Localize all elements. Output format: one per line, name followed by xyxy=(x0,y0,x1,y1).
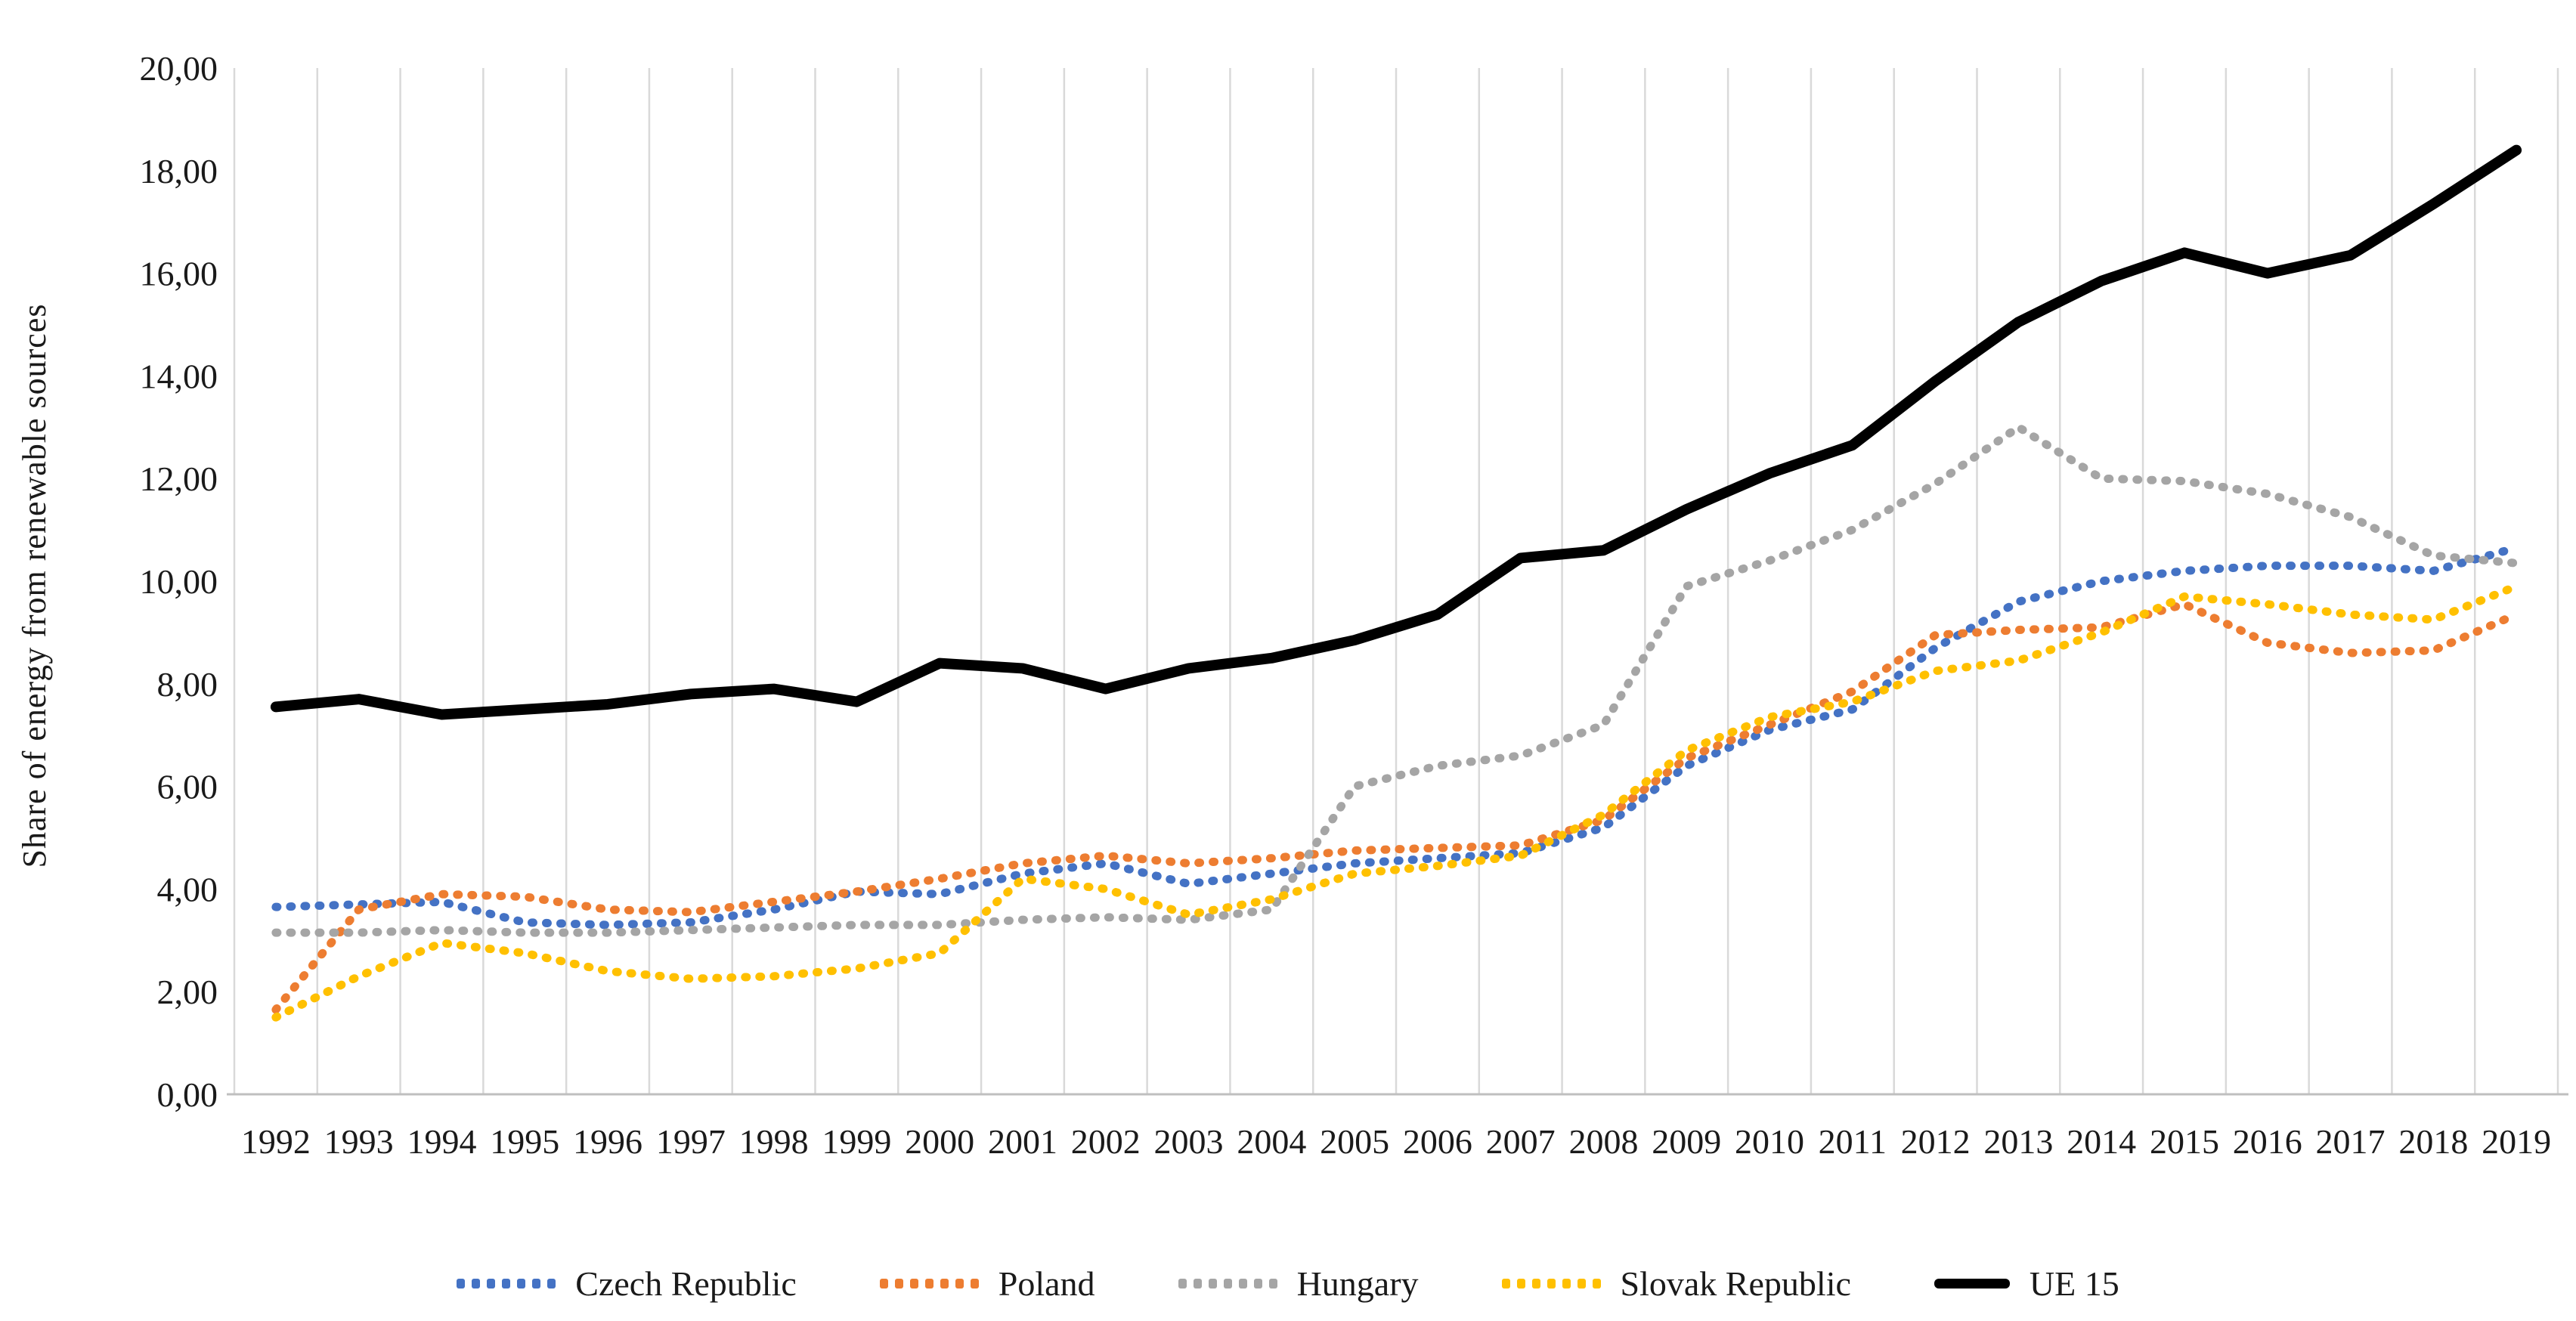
legend-dot xyxy=(487,1279,496,1289)
y-tick-label: 6,00 xyxy=(157,768,218,806)
x-tick-label-2010: 2010 xyxy=(1735,1122,1804,1161)
x-tick-label-2013: 2013 xyxy=(1983,1122,2053,1161)
series-line-ue-15 xyxy=(270,144,2522,720)
x-tick-label-1993: 1993 xyxy=(324,1122,394,1161)
legend-item-poland: Poland xyxy=(879,1264,1095,1304)
x-axis-year-labels: 1992 1993 1994 1995 1996 1997 1998 1999 2000 2001… xyxy=(241,1122,2551,1161)
legend-dot xyxy=(1238,1279,1247,1289)
legend-dot xyxy=(955,1279,964,1289)
x-tick-label-2006: 2006 xyxy=(1403,1122,1472,1161)
y-tick-label: 12,00 xyxy=(140,459,218,498)
legend-dot xyxy=(1208,1279,1217,1289)
x-tick-label-1992: 1992 xyxy=(241,1122,311,1161)
series-line-hungary xyxy=(271,422,2521,937)
legend-dot xyxy=(547,1279,556,1289)
legend-dot xyxy=(924,1279,933,1289)
data-series-lines xyxy=(270,144,2522,1022)
x-tick-label-2003: 2003 xyxy=(1154,1122,1224,1161)
legend-dot xyxy=(1223,1279,1232,1289)
legend-solid-line-swatch xyxy=(1934,1279,2010,1289)
y-tick-label: 20,00 xyxy=(140,49,218,88)
x-tick-label-1994: 1994 xyxy=(407,1122,476,1161)
x-tick-label-2002: 2002 xyxy=(1071,1122,1141,1161)
y-tick-label: 14,00 xyxy=(140,357,218,395)
x-tick-label-2001: 2001 xyxy=(988,1122,1057,1161)
legend-dot xyxy=(1501,1279,1510,1289)
legend-dot xyxy=(1547,1279,1556,1289)
series-line-czech-republic xyxy=(271,543,2521,930)
legend-dot xyxy=(1193,1279,1202,1289)
legend-label: Czech Republic xyxy=(575,1264,797,1303)
legend-dot xyxy=(472,1279,481,1289)
x-tick-label-2012: 2012 xyxy=(1901,1122,1971,1161)
x-tick-label-2018: 2018 xyxy=(2398,1122,2468,1161)
legend-dot xyxy=(879,1279,888,1289)
legend-dot xyxy=(1178,1279,1187,1289)
legend-item-hungary: Hungary xyxy=(1178,1264,1419,1304)
x-tick-label-1996: 1996 xyxy=(573,1122,642,1161)
legend-dot xyxy=(1531,1279,1540,1289)
x-tick-label-2017: 2017 xyxy=(2316,1122,2386,1161)
x-tick-label-2005: 2005 xyxy=(1320,1122,1389,1161)
x-tick-label-2007: 2007 xyxy=(1486,1122,1556,1161)
y-tick-label: 4,00 xyxy=(157,870,218,908)
x-tick-label-1995: 1995 xyxy=(490,1122,559,1161)
x-tick-label-2016: 2016 xyxy=(2233,1122,2302,1161)
vertical-gridlines xyxy=(233,68,2559,1094)
legend-dotted-swatch xyxy=(879,1279,979,1289)
legend-label: UE 15 xyxy=(2029,1264,2119,1303)
y-tick-label: 0,00 xyxy=(157,1075,218,1114)
chart-legend: Czech Republic Poland Hungary Slovak Republ… xyxy=(0,1264,2576,1304)
x-tick-label-1997: 1997 xyxy=(656,1122,726,1161)
y-axis-title: Share of energy from renewable sources xyxy=(16,303,53,868)
legend-dot xyxy=(532,1279,541,1289)
legend-label: Slovak Republic xyxy=(1620,1264,1851,1303)
y-tick-label: 10,00 xyxy=(140,562,218,601)
legend-dot xyxy=(940,1279,949,1289)
x-tick-label-2008: 2008 xyxy=(1568,1122,1638,1161)
x-tick-label-2009: 2009 xyxy=(1652,1122,1721,1161)
y-tick-label: 16,00 xyxy=(140,255,218,293)
legend-label: Poland xyxy=(998,1264,1095,1303)
series-line-slovak-republic xyxy=(271,582,2521,1022)
legend-dot xyxy=(894,1279,903,1289)
x-tick-label-2015: 2015 xyxy=(2150,1122,2219,1161)
y-tick-label: 2,00 xyxy=(157,973,218,1011)
legend-dotted-swatch xyxy=(457,1279,556,1289)
x-tick-label-2000: 2000 xyxy=(905,1122,974,1161)
legend-dot xyxy=(970,1279,979,1289)
legend-dotted-swatch xyxy=(1178,1279,1277,1289)
legend-dot xyxy=(1516,1279,1525,1289)
x-tick-label-2019: 2019 xyxy=(2482,1122,2551,1161)
y-tick-label: 18,00 xyxy=(140,152,218,190)
legend-item-ue-15: UE 15 xyxy=(1934,1264,2119,1304)
legend-dot xyxy=(1562,1279,1571,1289)
x-tick-label-2014: 2014 xyxy=(2067,1122,2136,1161)
legend-dot xyxy=(457,1279,466,1289)
y-tick-label: 8,00 xyxy=(157,665,218,704)
x-tick-label-2004: 2004 xyxy=(1237,1122,1306,1161)
legend-dot xyxy=(909,1279,918,1289)
legend-item-slovak-republic: Slovak Republic xyxy=(1501,1264,1851,1304)
legend-dot xyxy=(1577,1279,1586,1289)
x-tick-label-1998: 1998 xyxy=(739,1122,809,1161)
legend-dot xyxy=(517,1279,526,1289)
x-tick-label-2011: 2011 xyxy=(1819,1122,1887,1161)
legend-item-czech-republic: Czech Republic xyxy=(457,1264,797,1304)
x-tick-label-1999: 1999 xyxy=(822,1122,891,1161)
legend-dot xyxy=(502,1279,511,1289)
legend-dot xyxy=(1253,1279,1262,1289)
legend-dot xyxy=(1268,1279,1277,1289)
legend-label: Hungary xyxy=(1296,1264,1419,1303)
legend-dotted-swatch xyxy=(1501,1279,1601,1289)
y-axis-tick-labels: 0,00 2,00 4,00 6,00 8,00 10,00 12,00 14,00 16,00… xyxy=(140,49,218,1114)
legend-dot xyxy=(1592,1279,1601,1289)
